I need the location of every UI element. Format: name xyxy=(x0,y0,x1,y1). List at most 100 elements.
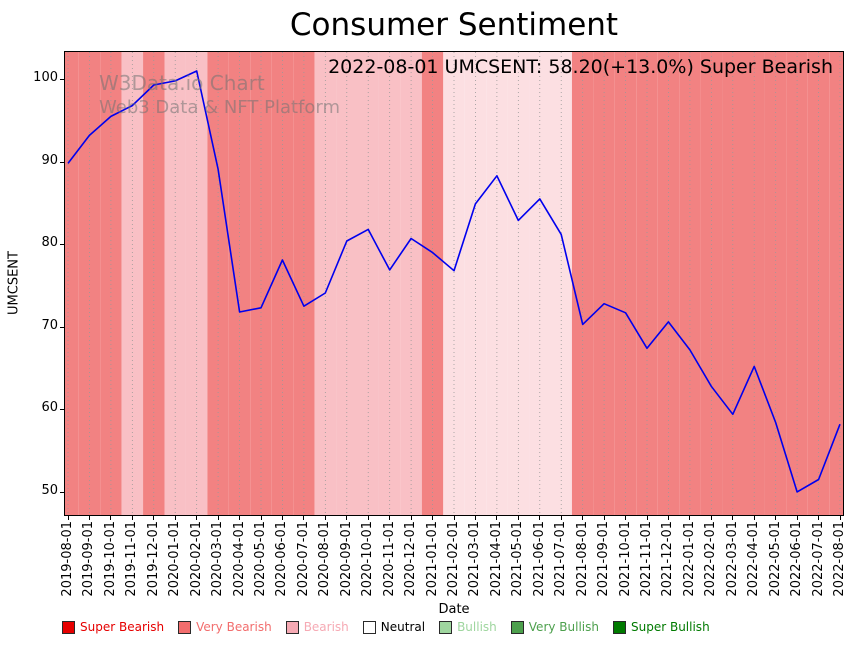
sentiment-band xyxy=(378,52,401,515)
plot-canvas xyxy=(65,52,843,515)
x-tick-label: 2021-11-01 xyxy=(639,521,654,597)
latest-value-annotation: 2022-08-01 UMCSENT: 58.20(+13.0%) Super … xyxy=(328,56,833,78)
x-tick-label: 2022-01-01 xyxy=(681,521,697,597)
legend-swatch xyxy=(362,620,376,634)
x-tick-mark xyxy=(603,516,605,520)
y-axis-label: UMCSENT xyxy=(6,251,22,315)
x-tick-mark xyxy=(775,516,777,520)
sentiment-band xyxy=(657,52,680,515)
x-tick-label: 2021-02-01 xyxy=(446,521,461,597)
x-tick-mark xyxy=(239,516,241,520)
x-tick-mark xyxy=(88,516,90,520)
x-tick-label: 2020-02-01 xyxy=(188,521,204,597)
x-tick-label: 2020-01-01 xyxy=(167,521,183,597)
x-tick-label: 2021-07-01 xyxy=(553,521,569,597)
sentiment-band xyxy=(100,52,122,515)
x-tick-mark xyxy=(474,516,476,520)
legend-swatch xyxy=(62,620,75,634)
sentiment-band xyxy=(65,52,79,515)
x-tick-mark xyxy=(346,516,348,520)
x-tick-label: 2020-12-01 xyxy=(403,521,419,597)
x-tick-mark xyxy=(710,516,712,520)
x-tick-mark xyxy=(496,516,498,520)
x-tick-mark xyxy=(174,516,176,520)
y-tick-mark xyxy=(60,79,64,81)
legend-item: Very Bearish xyxy=(178,620,272,634)
x-tick-label: 2020-03-01 xyxy=(210,521,226,597)
sentiment-band xyxy=(228,52,251,515)
legend-item: Super Bullish xyxy=(613,620,710,634)
sentiment-band xyxy=(443,52,465,515)
sentiment-band xyxy=(636,52,658,515)
sentiment-band xyxy=(807,52,830,515)
sentiment-band xyxy=(593,52,615,515)
x-tick-label: 2021-10-01 xyxy=(617,521,633,597)
legend-swatch xyxy=(178,620,192,634)
x-tick-mark xyxy=(796,516,798,520)
sentiment-band xyxy=(164,52,186,515)
x-tick-mark xyxy=(217,516,219,520)
x-tick-mark xyxy=(131,516,133,520)
sentiment-band xyxy=(786,52,808,515)
sentiment-band xyxy=(550,52,572,515)
y-tick-label: 100 xyxy=(33,70,58,86)
legend-swatch xyxy=(613,620,626,634)
x-tick-mark xyxy=(646,516,648,520)
sentiment-band xyxy=(529,52,551,515)
plot-area: W3Data.io Chart Web3 Data & NFT Platform… xyxy=(64,51,844,516)
sentiment-band xyxy=(507,52,530,515)
x-tick-label: 2021-01-01 xyxy=(424,521,440,597)
x-tick-label: 2022-04-01 xyxy=(746,521,762,597)
x-tick-mark xyxy=(303,516,305,520)
chart-title: Consumer Sentiment xyxy=(289,7,619,43)
x-tick-mark xyxy=(153,516,155,520)
x-tick-label: 2020-09-01 xyxy=(338,521,354,597)
sentiment-band xyxy=(250,52,272,515)
x-tick-mark xyxy=(689,516,691,520)
sentiment-band xyxy=(336,52,358,515)
x-tick-mark xyxy=(110,516,112,520)
x-tick-mark xyxy=(753,516,755,520)
x-tick-label: 2021-05-01 xyxy=(510,521,526,597)
y-tick-mark xyxy=(60,326,64,328)
y-tick-mark xyxy=(60,161,64,163)
x-tick-mark xyxy=(560,516,562,520)
sentiment-band xyxy=(571,52,594,515)
sentiment-band xyxy=(764,52,787,515)
legend-label: Bearish xyxy=(303,620,349,634)
y-tick-label: 60 xyxy=(41,400,58,416)
x-tick-mark xyxy=(732,516,734,520)
y-tick-label: 90 xyxy=(41,152,58,168)
sentiment-band xyxy=(121,52,144,515)
x-tick-label: 2022-05-01 xyxy=(767,521,783,597)
x-tick-mark xyxy=(260,516,262,520)
x-tick-label: 2021-12-01 xyxy=(660,521,676,597)
x-tick-mark xyxy=(281,516,283,520)
x-tick-mark xyxy=(539,516,541,520)
x-tick-label: 2021-09-01 xyxy=(596,521,612,597)
x-tick-mark xyxy=(582,516,584,520)
sentiment-band xyxy=(314,52,337,515)
x-tick-mark xyxy=(324,516,326,520)
sentiment-band xyxy=(357,52,379,515)
x-axis-label: Date xyxy=(438,602,470,617)
x-tick-label: 2022-06-01 xyxy=(789,521,805,597)
x-tick-mark xyxy=(410,516,412,520)
x-tick-label: 2020-08-01 xyxy=(317,521,333,597)
legend-swatch xyxy=(439,620,453,634)
x-tick-label: 2020-07-01 xyxy=(295,521,311,597)
sentiment-band xyxy=(421,52,444,515)
legend-label: Super Bullish xyxy=(631,620,710,634)
sentiment-band xyxy=(679,52,701,515)
sentiment-band xyxy=(464,52,487,515)
x-tick-label: 2022-08-01 xyxy=(832,521,847,597)
legend-swatch xyxy=(510,620,524,634)
legend-label: Very Bullish xyxy=(528,620,599,634)
legend-label: Very Bearish xyxy=(196,620,272,634)
x-tick-mark xyxy=(432,516,434,520)
x-tick-label: 2022-02-01 xyxy=(703,521,719,597)
legend-item: Bearish xyxy=(285,620,349,634)
sentiment-band xyxy=(700,52,723,515)
sentiment-band xyxy=(185,52,208,515)
